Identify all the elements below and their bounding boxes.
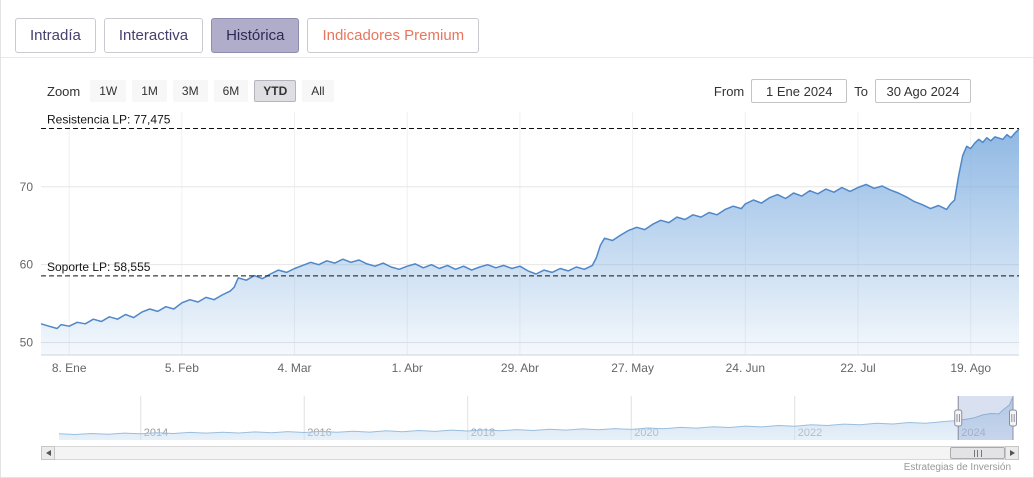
zoom-button-ytd[interactable]: YTD: [254, 80, 297, 102]
from-label: From: [713, 83, 745, 99]
tab-historica[interactable]: Histórica: [211, 18, 300, 53]
y-axis-label: 50: [20, 336, 34, 350]
tab-interactiva[interactable]: Interactiva: [103, 18, 204, 53]
price-area: [41, 129, 1019, 355]
resistance-line-label: Resistencia LP: 77,475: [47, 113, 171, 127]
scrollbar-grip-icon: [973, 449, 982, 457]
scrollbar: [41, 446, 1019, 460]
tab-divider: [1, 57, 1033, 58]
x-axis-label: 29. Abr: [501, 361, 539, 375]
scrollbar-thumb[interactable]: [950, 447, 1005, 459]
navigator-chart: 201420162018202020222024: [58, 396, 1017, 440]
y-axis-label: 60: [20, 258, 34, 272]
zoom-label: Zoom: [47, 83, 81, 99]
navigator-line: [58, 398, 1013, 436]
credits-text: Estrategias de Inversión: [903, 462, 1011, 473]
x-axis-label: 24. Jun: [726, 361, 765, 375]
scroll-left-icon: [45, 450, 51, 456]
x-axis-label: 4. Mar: [278, 361, 312, 375]
tab-bar: Intradía Interactiva Histórica Indicador…: [15, 18, 480, 53]
zoom-button-6m[interactable]: 6M: [213, 80, 249, 102]
y-axis-label: 70: [20, 180, 34, 194]
navigator-mask[interactable]: [958, 396, 1013, 440]
tab-intradia[interactable]: Intradía: [15, 18, 96, 53]
scrollbar-track[interactable]: [55, 446, 1005, 460]
zoom-button-all[interactable]: All: [302, 80, 334, 102]
x-axis-label: 27. May: [611, 361, 654, 375]
zoom-button-1w[interactable]: 1W: [90, 80, 127, 102]
x-axis-label: 8. Ene: [52, 361, 87, 375]
support-line-label: Soporte LP: 58,555: [47, 260, 151, 274]
x-axis-label: 1. Abr: [392, 361, 423, 375]
price-line: [40, 128, 1020, 330]
x-axis-label: 22. Jul: [840, 361, 875, 375]
x-axis-label: 19. Ago: [950, 361, 991, 375]
navigator-handle-right[interactable]: [1009, 409, 1017, 427]
tab-indicadores-premium[interactable]: Indicadores Premium: [307, 18, 480, 53]
scroll-left-button[interactable]: [41, 446, 55, 460]
range-selector: Zoom 1W 1M 3M 6M YTD All From To: [47, 79, 971, 103]
date-range-group: From To: [714, 79, 971, 103]
scroll-right-button[interactable]: [1005, 446, 1019, 460]
zoom-button-3m[interactable]: 3M: [172, 80, 208, 102]
navigator-area: [59, 398, 1013, 440]
main-chart: 50 60 70 8. Ene 5. Feb 4. Mar 1. Abr 29. Abr 27.…: [20, 112, 1020, 375]
x-axis-label: 5. Feb: [165, 361, 199, 375]
zoom-button-1m[interactable]: 1M: [132, 80, 167, 102]
scroll-right-icon: [1009, 450, 1015, 456]
from-date-input[interactable]: [751, 79, 848, 103]
to-label: To: [854, 83, 868, 99]
to-date-input[interactable]: [875, 79, 971, 103]
navigator-handle-left[interactable]: [954, 409, 963, 427]
